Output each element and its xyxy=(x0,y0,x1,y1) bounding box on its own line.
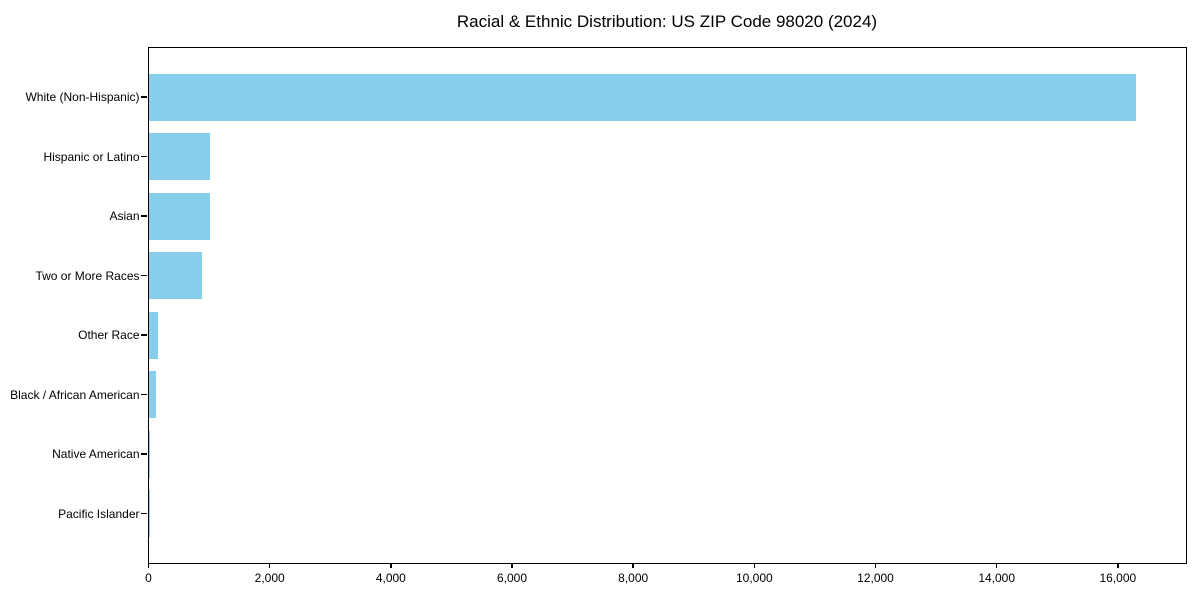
plot-area: White (Non-Hispanic) Hispanic or Latino As… xyxy=(10,46,1187,585)
y-axis-label: Black / African American xyxy=(10,387,140,402)
x-tick-mark xyxy=(753,563,756,568)
y-tick-mark xyxy=(140,334,147,336)
x-tick-mark xyxy=(390,563,392,568)
chart-title: Racial & Ethnic Distribution: US ZIP Cod… xyxy=(456,12,878,31)
y-axis-label: Asian xyxy=(109,209,140,223)
y-tick-mark xyxy=(140,393,147,396)
bar xyxy=(148,371,157,418)
x-tick-label: 6,000 xyxy=(496,570,528,585)
bar xyxy=(148,252,203,299)
x-tick-mark xyxy=(511,563,513,568)
x-tick-label: 0 xyxy=(145,570,152,585)
y-tick-mark xyxy=(140,512,147,515)
y-axis-label: White (Non-Hispanic) xyxy=(25,90,140,104)
x-tick-mark xyxy=(632,563,634,568)
x-tick-label: 12,000 xyxy=(857,570,894,585)
y-axis-label: Two or More Races xyxy=(35,268,140,283)
bar xyxy=(148,192,210,240)
x-tick-label: 16,000 xyxy=(1099,570,1137,585)
y-tick-mark xyxy=(140,215,147,217)
y-tick-mark xyxy=(140,274,147,277)
bar xyxy=(148,73,1137,121)
x-tick-label: 2,000 xyxy=(254,570,285,585)
x-tick-label: 10,000 xyxy=(735,570,773,585)
x-tick-mark xyxy=(147,563,150,568)
y-tick-mark xyxy=(140,96,147,98)
x-tick-label: 4,000 xyxy=(375,570,406,585)
x-tick-label: 8,000 xyxy=(618,570,649,585)
y-tick-mark xyxy=(140,453,147,455)
y-axis-label: Hispanic or Latino xyxy=(43,149,140,164)
y-axis-label: Native American xyxy=(52,447,140,461)
y-tick-mark xyxy=(140,155,147,158)
x-tick-mark xyxy=(995,563,998,568)
x-tick-label: 14,000 xyxy=(978,570,1016,585)
bar xyxy=(148,133,211,180)
x-tick-mark xyxy=(268,563,271,568)
y-axis-label: Other Race xyxy=(78,328,140,342)
bar xyxy=(148,311,158,359)
x-tick-mark xyxy=(874,563,877,568)
bar xyxy=(148,430,150,478)
x-tick-mark xyxy=(1117,563,1119,568)
y-axis-label: Pacific Islander xyxy=(58,506,140,521)
